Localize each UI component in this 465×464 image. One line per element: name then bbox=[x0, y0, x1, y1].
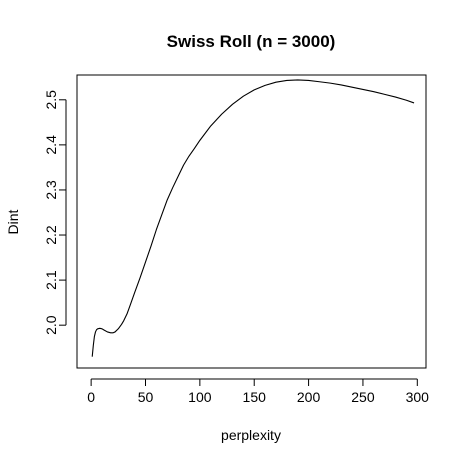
x-tick-label: 300 bbox=[406, 389, 430, 405]
x-tick-label: 150 bbox=[243, 389, 267, 405]
x-axis-label: perplexity bbox=[221, 427, 281, 443]
x-tick-label: 200 bbox=[297, 389, 321, 405]
x-tick-label: 100 bbox=[188, 389, 212, 405]
y-tick-label: 2.5 bbox=[43, 90, 59, 110]
y-axis: 2.0 2.1 2.2 2.3 2.4 2.5 bbox=[43, 90, 67, 335]
plot-box bbox=[76, 74, 427, 369]
y-tick-label: 2.3 bbox=[43, 180, 59, 200]
series-line bbox=[91, 79, 415, 357]
x-tick-label: 0 bbox=[87, 389, 95, 405]
y-axis-label: Dint bbox=[5, 209, 21, 234]
series-layer bbox=[91, 79, 415, 357]
y-tick-label: 2.4 bbox=[43, 135, 59, 155]
y-tick-label: 2.2 bbox=[43, 225, 59, 245]
y-tick-label: 2.0 bbox=[43, 315, 59, 335]
y-tick-label: 2.1 bbox=[43, 270, 59, 290]
x-axis: 0 50 100 150 200 250 300 bbox=[87, 378, 430, 405]
x-tick-label: 250 bbox=[351, 389, 375, 405]
x-tick-label: 50 bbox=[138, 389, 154, 405]
chart-title: Swiss Roll (n = 3000) bbox=[167, 32, 336, 51]
